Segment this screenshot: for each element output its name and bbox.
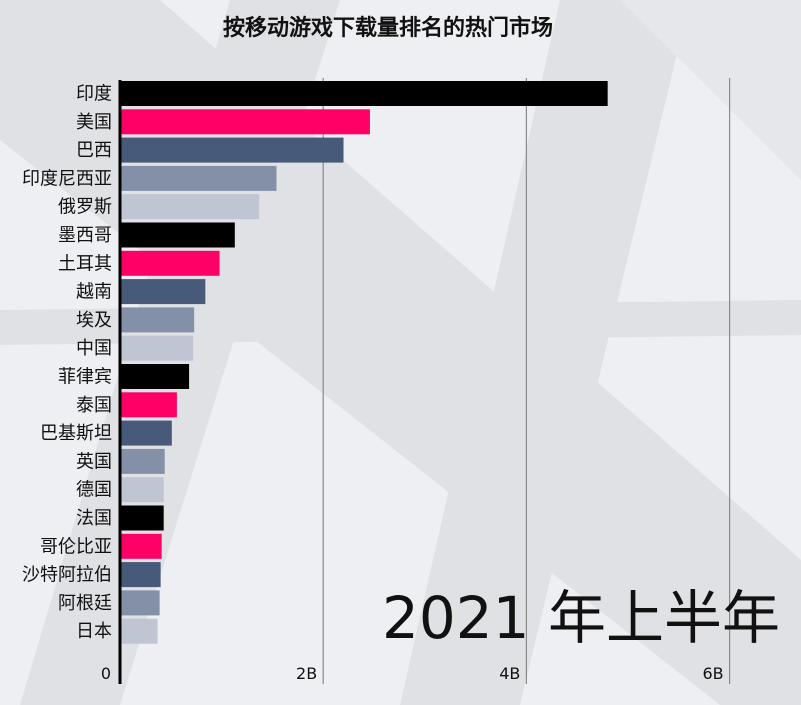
category-labels: 印度美国巴西印度尼西亚俄罗斯墨西哥土耳其越南埃及中国菲律宾泰国巴基斯坦英国德国法…	[22, 84, 112, 643]
bar	[120, 81, 608, 106]
bar	[120, 618, 158, 644]
category-label: 越南	[76, 282, 112, 303]
category-label: 菲律宾	[58, 367, 112, 388]
category-label: 中国	[76, 338, 112, 359]
bar	[120, 109, 370, 135]
category-label: 印度尼西亚	[22, 168, 112, 189]
bar	[120, 194, 260, 220]
bar	[120, 590, 160, 616]
category-label: 德国	[76, 480, 112, 501]
bar	[120, 392, 177, 418]
chart-title: 按移动游戏下载量排名的热门市场	[223, 15, 553, 41]
x-tick-label: 4B	[499, 664, 520, 683]
category-label: 俄罗斯	[58, 197, 112, 218]
category-label: 印度	[76, 84, 112, 105]
bar	[120, 448, 165, 474]
bar	[120, 307, 195, 333]
bar	[120, 505, 164, 531]
bar	[120, 222, 235, 248]
bar	[120, 250, 220, 276]
category-label: 巴西	[76, 140, 112, 161]
x-tick-label: 2B	[296, 664, 317, 683]
bar	[120, 335, 194, 361]
x-tick-label: 0	[101, 664, 111, 683]
bar	[120, 279, 206, 305]
period-label: 2021 年上半年	[382, 584, 780, 652]
category-label: 墨西哥	[58, 225, 112, 246]
category-label: 土耳其	[58, 253, 112, 274]
bar	[120, 533, 162, 559]
category-label: 哥伦比亚	[40, 536, 112, 557]
category-label: 日本	[76, 621, 112, 642]
category-label: 泰国	[76, 395, 112, 416]
category-label: 法国	[76, 508, 112, 529]
bar	[120, 477, 164, 503]
bars	[120, 81, 608, 644]
bar	[120, 364, 190, 389]
x-axis-ticks: 0 2B 4B 6B	[101, 664, 724, 683]
category-label: 巴基斯坦	[40, 423, 112, 444]
bar	[120, 165, 277, 191]
bar	[120, 137, 344, 163]
bar	[120, 420, 172, 446]
category-label: 沙特阿拉伯	[22, 565, 112, 586]
category-label: 英国	[76, 451, 112, 472]
x-tick-label: 6B	[702, 664, 723, 683]
category-label: 阿根廷	[58, 593, 112, 614]
category-label: 埃及	[76, 310, 112, 331]
bar	[120, 562, 161, 588]
category-label: 美国	[76, 112, 112, 133]
grid-lines	[322, 78, 731, 684]
